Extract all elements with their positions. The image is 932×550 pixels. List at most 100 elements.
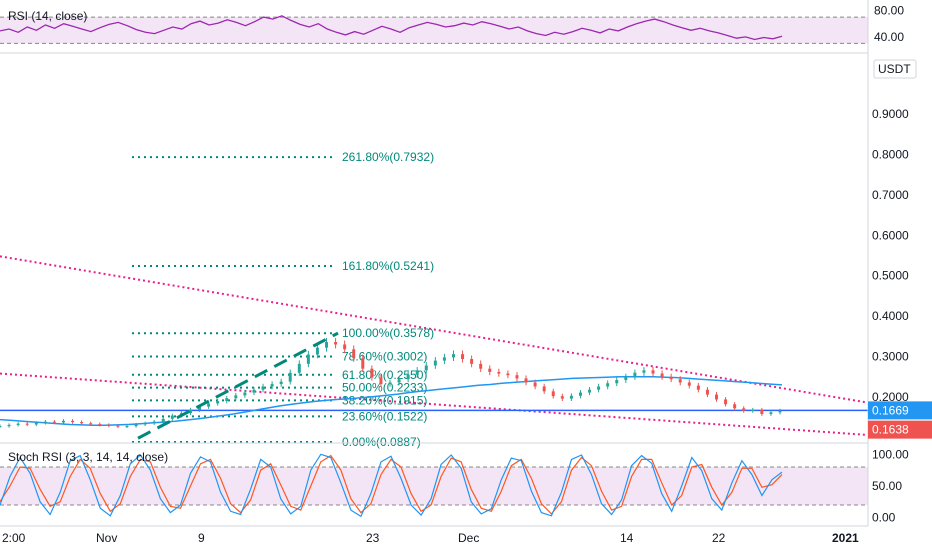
candle-body	[98, 424, 102, 426]
fib-level-label: 0.00%(0.0887)	[342, 435, 421, 449]
candle-body	[406, 374, 410, 380]
time-tick-label: 23	[366, 531, 380, 545]
fibonacci-levels: 261.80%(0.7932) 161.80%(0.5241) 100.00%(0.…	[132, 150, 434, 449]
candle-body	[751, 409, 755, 411]
price-tick-label: 0.6000	[872, 228, 909, 242]
candle-body	[52, 421, 56, 423]
candle-body	[125, 426, 129, 428]
candle-body	[597, 386, 601, 390]
lower-trendline	[0, 372, 869, 437]
candle-body	[352, 349, 356, 359]
candle-body	[633, 372, 637, 377]
moving-average-line	[0, 376, 783, 427]
candle-body	[279, 381, 283, 385]
candle-body	[569, 395, 573, 399]
price-badge	[868, 401, 932, 420]
candle-body	[252, 389, 256, 393]
main-price-pane: 261.80%(0.7932) 161.80%(0.5241) 100.00%(0.…	[0, 150, 869, 449]
candle-body	[261, 386, 265, 390]
candle-body	[669, 376, 673, 380]
candle-body	[143, 423, 147, 425]
fib-level-label: 23.60%(0.1522)	[342, 409, 427, 423]
candle-body	[161, 418, 165, 422]
candle-body	[388, 382, 392, 385]
candle-body	[334, 342, 338, 345]
fib-level-label: 161.80%(0.5241)	[342, 259, 434, 273]
candle-body	[397, 379, 401, 383]
candle-body	[715, 394, 719, 400]
candle-body	[451, 354, 455, 358]
candle-body	[361, 358, 365, 369]
candle-body	[542, 386, 546, 392]
candle-body	[551, 391, 555, 397]
candle-body	[497, 371, 501, 374]
price-tick-label: 0.4000	[872, 309, 909, 323]
candle-body	[379, 377, 383, 385]
candle-body	[724, 399, 728, 405]
fib-level-label: 50.00%(0.2233)	[342, 381, 427, 395]
fib-level-label: 261.80%(0.7932)	[342, 150, 434, 164]
upper-trendline	[0, 255, 869, 404]
candle-body	[705, 389, 709, 395]
candle-body	[107, 424, 111, 426]
candle-body	[71, 420, 75, 423]
candle-body	[43, 421, 47, 423]
candle-body	[678, 379, 682, 383]
candle-body	[651, 370, 655, 374]
fib-level-label: 100.00%(0.3578)	[342, 326, 434, 340]
stoch-tick-label: 50.00	[872, 479, 902, 493]
candle-body	[116, 425, 120, 427]
unit-label: USDT	[878, 62, 911, 76]
price-tick-label: 0.2000	[872, 390, 909, 404]
candle-body	[170, 415, 174, 419]
candle-body	[34, 422, 38, 425]
candle-body	[25, 423, 29, 425]
rsi-tick-label: 80.00	[874, 4, 904, 18]
candle-body	[343, 344, 347, 350]
rsi-title: RSI (14, close)	[8, 9, 87, 23]
candle-body	[660, 373, 664, 377]
candle-body	[488, 368, 492, 372]
candle-body	[325, 342, 329, 348]
candle-body	[243, 392, 247, 396]
candle-body	[7, 424, 11, 427]
candle-body	[152, 421, 156, 424]
price-tick-label: 0.7000	[872, 188, 909, 202]
candle-body	[470, 358, 474, 364]
price-badge-label: 0.1638	[872, 423, 909, 437]
candle-body	[89, 423, 93, 425]
price-tick-label: 0.9000	[872, 107, 909, 121]
candle-body	[560, 396, 564, 399]
candle-body	[80, 422, 84, 424]
candle-body	[0, 426, 2, 428]
candle-body	[778, 410, 782, 413]
candle-body	[769, 412, 773, 414]
time-tick-label: Nov	[96, 531, 117, 545]
candle-body	[742, 408, 746, 411]
price-axis[interactable]: 80.00 40.00 0.9000 0.8000 0.7000 0.6000 0.5000…	[867, 0, 932, 526]
candle-body	[578, 392, 582, 396]
rsi-band	[0, 17, 868, 44]
candle-body	[760, 409, 764, 414]
stoch-k-line	[0, 453, 783, 518]
candle-body	[188, 409, 192, 414]
time-tick-label: 2021	[832, 531, 859, 545]
time-axis[interactable]: 2:00 Nov 9 23 Dec 14 22 2021	[0, 525, 868, 545]
candle-body	[288, 372, 292, 382]
candle-body	[606, 383, 610, 387]
candle-body	[306, 354, 310, 364]
candle-body	[515, 375, 519, 379]
candle-body	[588, 389, 592, 393]
candle-body	[696, 385, 700, 390]
price-badge-label: 0.1669	[872, 403, 909, 417]
stoch-rsi-pane: Stoch RSI (3, 3, 14, 14, close)	[0, 450, 868, 518]
time-tick-label: 14	[620, 531, 634, 545]
candle-body	[16, 423, 20, 425]
candle-body	[687, 382, 691, 386]
time-tick-label: 9	[198, 531, 205, 545]
candle-body	[134, 424, 138, 427]
candle-body	[297, 363, 301, 373]
candle-body	[61, 420, 65, 423]
candle-body	[225, 398, 229, 402]
candle-body	[315, 347, 319, 355]
